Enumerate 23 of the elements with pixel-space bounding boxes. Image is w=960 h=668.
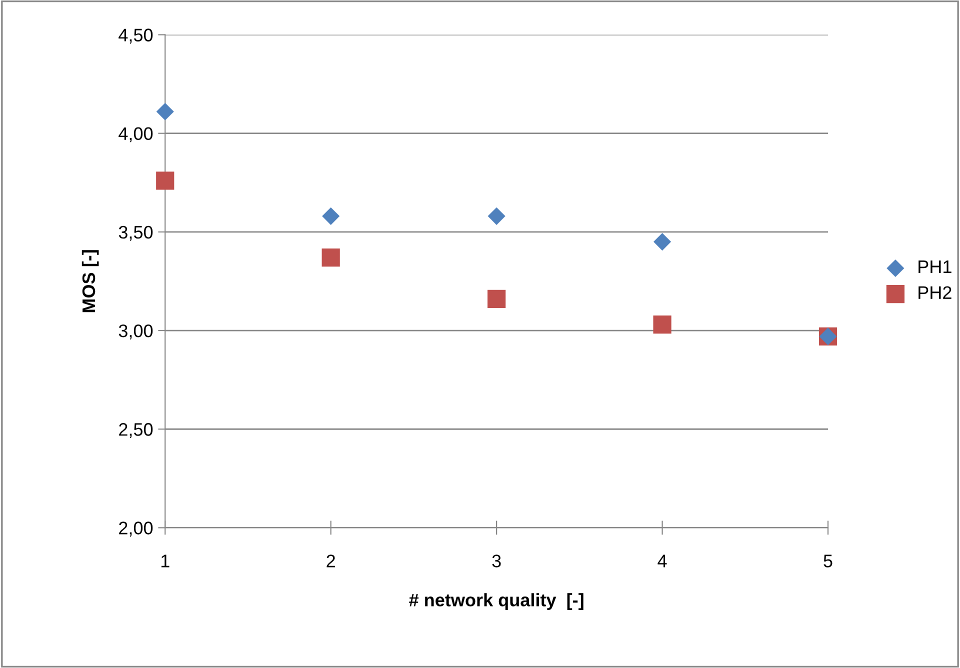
y-tick-label: 2,00: [119, 522, 153, 537]
x-axis-title: # network quality [-]: [409, 593, 584, 610]
y-tick-label: 3,50: [118, 226, 153, 241]
x-tick-label: 3: [492, 554, 501, 568]
x-tick-label: 4: [658, 554, 667, 568]
legend-label: PH2: [918, 286, 952, 299]
y-tick-label: 2,50: [119, 423, 153, 438]
x-tick-label: 1: [161, 554, 170, 568]
point: [653, 316, 672, 334]
legend-label: PH1: [918, 260, 952, 273]
y-axis-title: MOS [-]: [82, 250, 99, 312]
point: [156, 102, 174, 120]
x-tick-label: 5: [824, 554, 832, 568]
point: [322, 248, 340, 267]
point: [488, 290, 506, 308]
point: [488, 207, 506, 225]
y-tick-label: 4,50: [118, 28, 153, 44]
point: [156, 172, 174, 190]
point: [653, 233, 672, 251]
x-tick-label: 2: [326, 554, 335, 568]
y-tick-label: 4,00: [118, 127, 153, 142]
y-tick-label: 3,00: [118, 324, 153, 340]
point: [322, 207, 340, 225]
